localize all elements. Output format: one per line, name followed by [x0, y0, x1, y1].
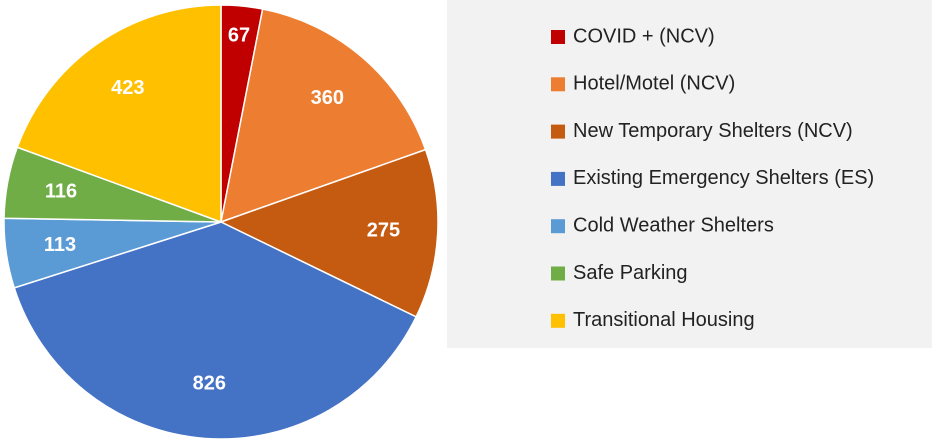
legend-swatch: [551, 171, 565, 186]
data-label: 116: [45, 180, 77, 202]
legend-box: [447, 0, 932, 348]
legend-label: Cold Weather Shelters: [573, 214, 774, 236]
pie-slice: [13, 221, 418, 440]
legend-label: Hotel/Motel (NCV): [573, 73, 735, 95]
data-label: 423: [111, 77, 144, 99]
pie-slice: [16, 4, 222, 224]
legend-swatch: [551, 219, 565, 234]
data-label: 826: [193, 373, 226, 395]
legend-swatch: [551, 30, 565, 44]
data-label: 275: [367, 219, 400, 241]
legend-label: COVID + (NCV): [573, 25, 715, 47]
pie-slice: [219, 148, 439, 318]
legend-label: Safe Parking: [573, 262, 688, 284]
legend-swatch: [551, 124, 565, 139]
legend-label: Existing Emergency Shelters (ES): [573, 167, 874, 189]
legend-swatch: [551, 77, 565, 92]
legend-swatch: [551, 313, 565, 328]
pie-slice: [220, 8, 427, 224]
data-label: 360: [311, 87, 344, 109]
legend-label: New Temporary Shelters (NCV): [573, 120, 853, 142]
data-label: 67: [228, 25, 250, 47]
data-label: 113: [44, 234, 76, 256]
legend-label: Transitional Housing: [573, 309, 755, 331]
legend-swatch: [551, 266, 565, 281]
